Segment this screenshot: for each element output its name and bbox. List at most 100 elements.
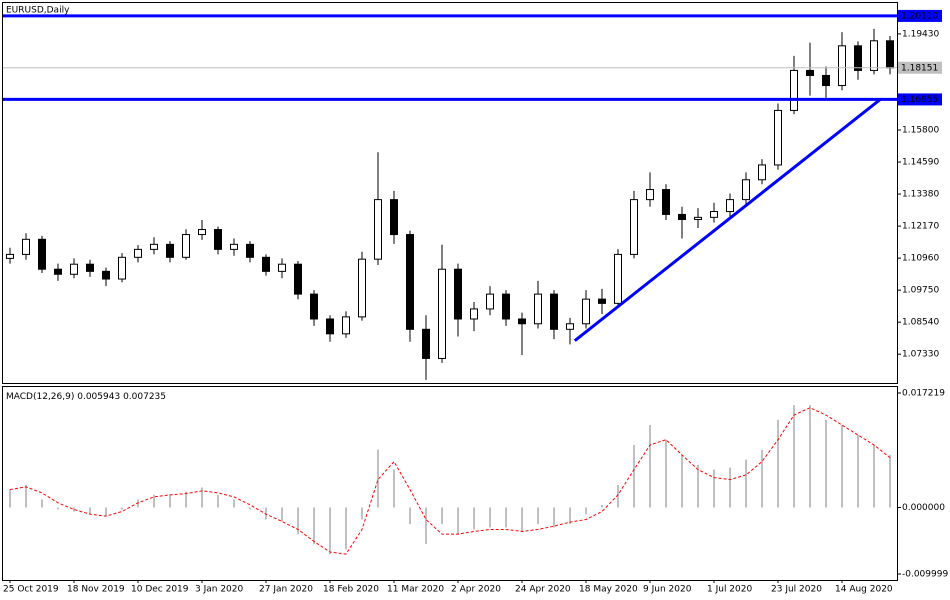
candle-body	[102, 270, 110, 280]
candle-body	[38, 238, 46, 270]
candle-body	[230, 243, 238, 250]
macd-bar	[457, 507, 459, 535]
candle-body	[358, 258, 366, 318]
candle-body	[54, 268, 62, 275]
macd-bar	[249, 507, 251, 510]
trendline	[573, 98, 882, 342]
candle-body	[854, 45, 862, 71]
level-label: 1.18151	[901, 63, 938, 73]
price-pane	[2, 2, 898, 384]
x-tick-label: 25 Oct 2019	[3, 585, 59, 595]
macd-bar	[121, 507, 123, 510]
x-tick-label: 18 Nov 2019	[67, 585, 125, 595]
candle-body	[310, 293, 318, 320]
candle-body	[822, 74, 830, 87]
candle-body	[374, 199, 382, 260]
macd-bar	[153, 494, 155, 508]
candle-body	[646, 189, 654, 201]
macd-bar	[617, 484, 619, 508]
macd-bar	[857, 435, 859, 508]
candle-body	[342, 316, 350, 335]
macd-bar	[697, 464, 699, 508]
macd-bar	[361, 507, 363, 520]
candle-body	[742, 179, 750, 201]
macd-label: MACD(12,26,9)	[6, 392, 74, 402]
candle-body	[678, 213, 686, 220]
x-tick-label: 23 Jul 2020	[771, 585, 822, 595]
candle-body	[758, 164, 766, 181]
y-tick-label: 1.07330	[902, 350, 939, 360]
candle-body	[662, 189, 670, 215]
macd-bar	[105, 507, 107, 517]
candle-body	[118, 256, 126, 280]
y-tick-label: 1.14590	[902, 158, 939, 168]
candle-body	[486, 293, 494, 310]
y-tick-label: 1.09750	[902, 286, 939, 296]
candle-body	[838, 45, 846, 87]
x-tick-label: 18 Feb 2020	[323, 585, 379, 595]
macd-bar	[329, 507, 331, 555]
x-tick-label: 11 Mar 2020	[387, 585, 444, 595]
level-box	[898, 93, 942, 106]
macd-name: MACD(12,26,9) 0.005943 0.007235	[6, 392, 166, 402]
candle-body	[630, 199, 638, 255]
candle-body	[134, 248, 142, 258]
macd-signal-value: 0.007235	[123, 392, 166, 402]
macd-bar	[777, 419, 779, 508]
y-tick-label: 1.12170	[902, 222, 939, 232]
macd-bar	[489, 507, 491, 528]
x-tick-label: 1 Jul 2020	[707, 585, 752, 595]
macd-bar	[521, 507, 523, 532]
candle-body	[550, 293, 558, 330]
macd-tick-label: -0.009999	[902, 570, 948, 580]
macd-bar	[9, 489, 11, 508]
y-tick-label: 1.15800	[902, 126, 939, 136]
x-tick-label: 10 Dec 2019	[131, 585, 189, 595]
macd-bar	[569, 507, 571, 525]
x-tick-label: 3 Jan 2020	[195, 585, 243, 595]
candle-body	[214, 229, 222, 250]
candle-body	[6, 253, 14, 259]
macd-tick-label: 0.017219	[902, 388, 945, 398]
chart-title: EURUSD,Daily	[6, 6, 70, 16]
macd-bar	[265, 507, 267, 520]
candle-body	[710, 211, 718, 218]
macd-bar	[41, 499, 43, 508]
macd-bar	[585, 507, 587, 515]
macd-bar	[665, 439, 667, 508]
candle-body	[166, 243, 174, 258]
x-tick-label: 9 Jun 2020	[643, 585, 692, 595]
x-tick-label: 2 Apr 2020	[451, 585, 501, 595]
level-label: 1.20110	[901, 11, 938, 21]
macd-signal-line	[9, 407, 891, 555]
x-tick-label: 27 Jan 2020	[259, 585, 313, 595]
candle-body	[870, 40, 878, 71]
candle-body	[694, 216, 702, 220]
macd-bar	[313, 507, 315, 545]
macd-bar	[825, 419, 827, 508]
candle-body	[518, 318, 526, 325]
level-label: 1.16955	[901, 95, 938, 105]
macd-bar	[137, 499, 139, 508]
macd-bar	[873, 444, 875, 508]
candle-body	[150, 243, 158, 250]
macd-bar	[649, 425, 651, 508]
candle-body	[502, 293, 510, 320]
candle-body	[422, 328, 430, 359]
candle-body	[774, 109, 782, 166]
candle-body	[22, 238, 30, 255]
candle-body	[246, 243, 254, 258]
y-tick-label: 1.08540	[902, 318, 939, 328]
macd-bar	[25, 484, 27, 508]
candle-body	[726, 199, 734, 213]
macd-bar	[553, 507, 555, 528]
macd-main-value: 0.005943	[77, 392, 120, 402]
macd-bar	[73, 507, 75, 512]
macd-bar	[425, 507, 427, 545]
candle-body	[566, 323, 574, 330]
macd-bar	[841, 425, 843, 508]
candle-body	[278, 263, 286, 272]
candle-body	[886, 40, 894, 69]
